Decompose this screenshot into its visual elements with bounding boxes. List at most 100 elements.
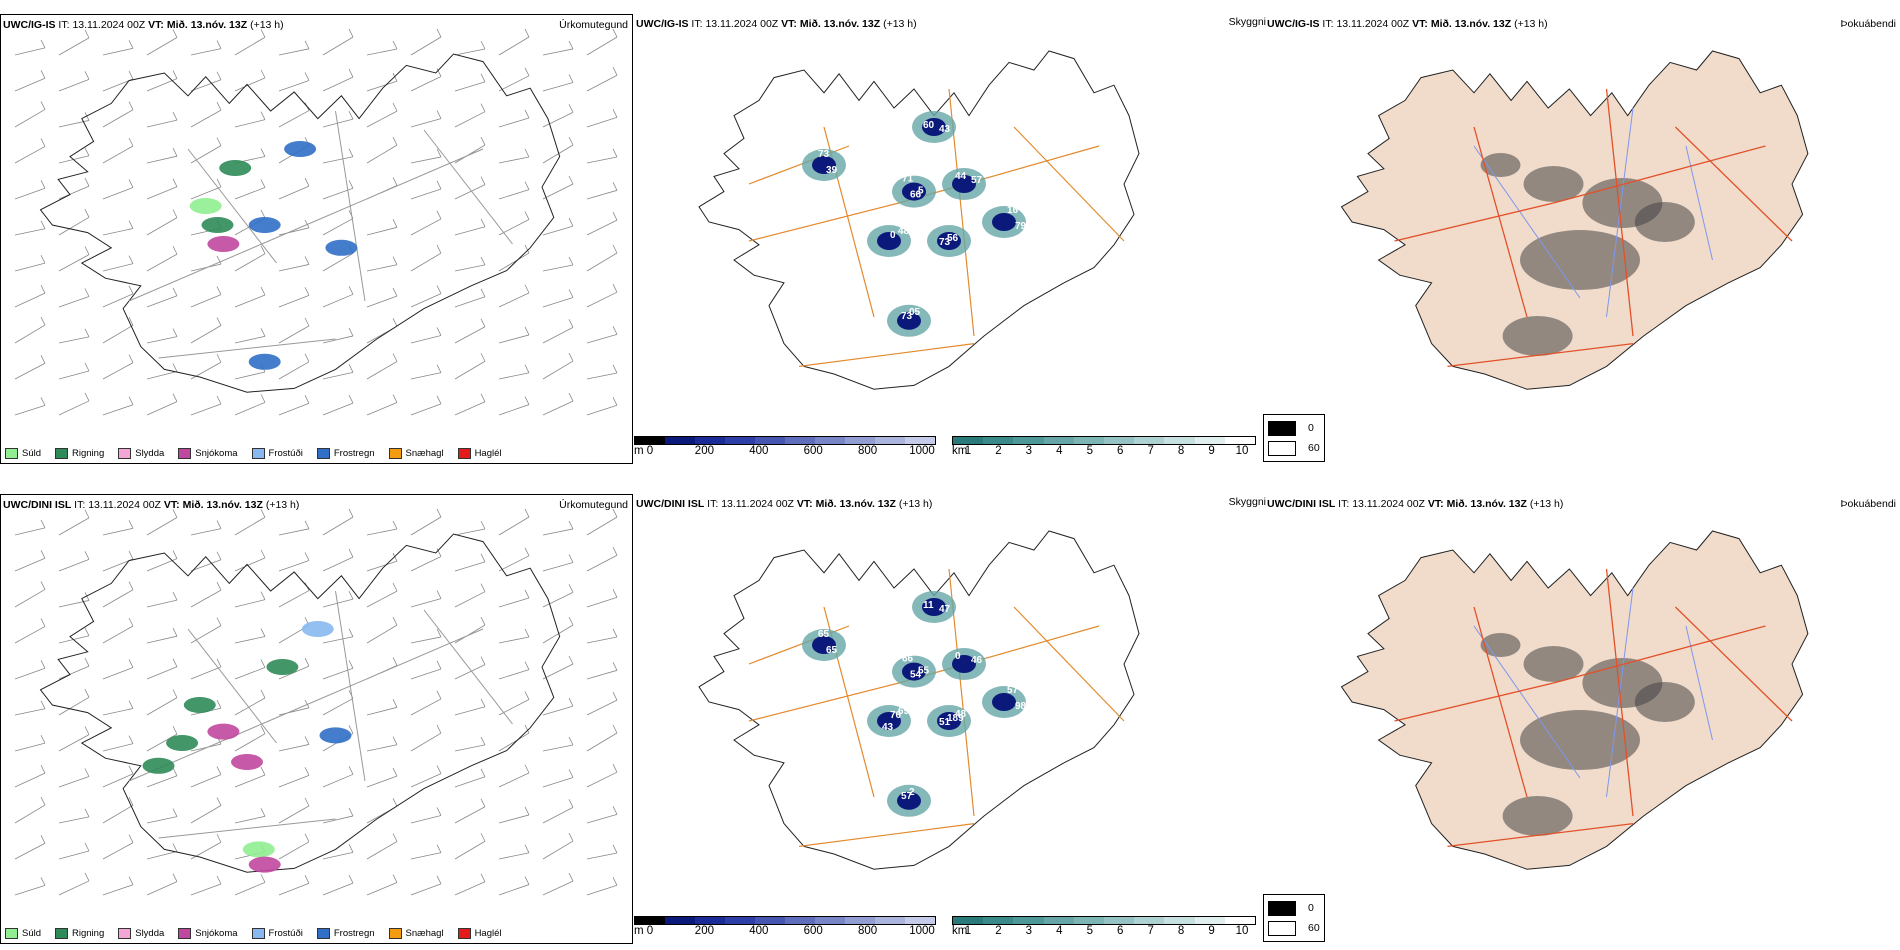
fog-key-row: 0 <box>1268 898 1320 918</box>
wind-barb-tick <box>84 768 90 777</box>
wind-barb-tick <box>84 362 90 372</box>
wind-barb <box>542 744 574 752</box>
colorbar-tick: 2 <box>995 925 1002 937</box>
wind-barb-tick <box>392 520 398 530</box>
wind-barb-tick <box>304 287 310 296</box>
precip-area <box>248 353 281 370</box>
wind-barb-tick <box>128 255 134 264</box>
wind-barb-tick <box>524 661 530 670</box>
wind-barb-tick <box>84 872 90 882</box>
cloudbase-label: 43 <box>939 124 951 135</box>
wind-barb <box>146 401 178 416</box>
wind-barb <box>542 326 574 344</box>
colorbar-tick: 10 <box>1235 445 1249 457</box>
visibility-ticks: km 1 2 3 4 5 6 7 8 9 10 <box>952 925 1254 939</box>
wind-barb-tick <box>524 547 530 556</box>
fog-key-row: 0 <box>1268 418 1320 438</box>
wind-barb <box>278 744 310 752</box>
wind-barb-tick <box>40 581 46 590</box>
wind-barb <box>542 400 574 416</box>
wind-barb <box>190 109 222 128</box>
wind-barb <box>542 82 574 92</box>
wind-barb-tick <box>260 509 266 518</box>
wind-barb-tick <box>260 111 266 120</box>
wind-barb <box>14 292 46 308</box>
wind-barb-tick <box>480 616 486 626</box>
cloudbase-label: 47 <box>939 604 951 615</box>
road <box>1394 202 1554 242</box>
cloudbase-label: 79 <box>1015 221 1027 232</box>
road-network <box>1394 568 1793 848</box>
wind-barb-tick <box>348 364 354 373</box>
cloudbase-ticks: m 0 200 400 600 800 1000 <box>634 925 935 939</box>
wind-barb <box>234 557 266 572</box>
colorbar-segment <box>695 917 725 924</box>
wind-barb-tick <box>172 591 178 601</box>
wind-barb-tick <box>260 874 266 883</box>
wind-barb <box>454 48 486 56</box>
wind-barb <box>542 880 574 896</box>
colorbar-tick: 0 <box>646 445 654 457</box>
wind-barb-tick <box>480 256 486 266</box>
colorbar-tick: 5 <box>1086 925 1093 937</box>
wind-barb <box>234 36 266 56</box>
wind-barb-tick <box>480 353 486 362</box>
wind-barb-tick <box>128 179 134 188</box>
wind-barb-tick <box>568 799 574 808</box>
wind-barb-tick <box>172 29 178 38</box>
colorbar-segment <box>1073 437 1105 444</box>
wind-barb-tick <box>524 628 530 638</box>
wind-barb <box>190 883 222 896</box>
wind-barb <box>542 297 574 308</box>
wind-barb <box>498 732 530 752</box>
wind-barb <box>102 842 134 860</box>
wind-barb-tick <box>40 397 46 406</box>
wind-barb-tick <box>480 393 486 402</box>
fog-key-label: 0 <box>1308 902 1314 914</box>
wind-barb <box>410 883 442 896</box>
wind-barb-tick <box>260 591 266 600</box>
wind-barb <box>234 733 266 752</box>
wind-barb-tick <box>304 40 310 50</box>
wind-barb <box>410 188 442 200</box>
fog-panel-bottom: UWC/DINI ISL IT: 13.11.2024 00Z VT: Mið.… <box>1265 494 1900 944</box>
visibility-map-top: 71 0 73 16 73 43 73 57 66 48 56 79 05 60 39 44 5 <box>698 50 1140 390</box>
legend-swatch <box>457 448 471 459</box>
wind-barb <box>278 110 310 128</box>
wind-barb <box>146 253 178 272</box>
wind-barb <box>454 264 486 272</box>
road <box>1605 88 1634 337</box>
colorbar-tick: 1 <box>964 925 972 937</box>
cloudbase-label: 51 <box>939 717 951 728</box>
road <box>1394 682 1554 722</box>
colorbar-segment <box>1104 917 1135 924</box>
precip-header-bottom: UWC/DINI ISL IT: 13.11.2024 00Z VT: Mið.… <box>3 499 299 511</box>
wind-barb-tick <box>436 660 442 670</box>
road <box>1605 568 1634 817</box>
colorbar-segment <box>983 917 1014 924</box>
lead-time: (+13 h) <box>250 19 284 31</box>
wind-barb <box>102 743 134 752</box>
wind-barb-tick <box>436 508 442 518</box>
wind-barb <box>542 225 574 236</box>
iceland-outline <box>698 530 1140 870</box>
wind-barb-tick <box>480 768 486 777</box>
wind-barb-tick <box>260 286 266 296</box>
wind-barb-tick <box>84 147 90 156</box>
wind-barb-tick <box>260 245 266 254</box>
wind-barb <box>410 773 442 788</box>
wind-barb <box>102 589 134 608</box>
precip-area <box>183 697 216 713</box>
wind-barb <box>14 589 46 608</box>
wind-barb-tick <box>612 244 618 254</box>
wind-barb-tick <box>84 246 90 255</box>
wind-barb-tick <box>392 833 398 842</box>
wind-barb <box>410 516 442 536</box>
colorbar-segment <box>1134 917 1165 924</box>
legend-swatch <box>118 928 132 939</box>
colorbar-segment <box>875 917 905 924</box>
panel-title-precip: Úrkomutegund <box>559 19 628 31</box>
legend-label: Rigning <box>72 448 105 459</box>
colorbar-tick: 7 <box>1147 925 1154 937</box>
wind-barb-tick <box>612 364 618 374</box>
